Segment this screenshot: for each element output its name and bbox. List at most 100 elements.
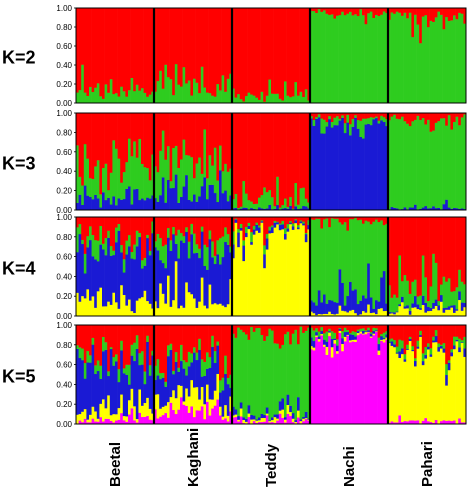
membership-bar (146, 300, 150, 317)
membership-bar (245, 207, 248, 211)
membership-bar (122, 325, 126, 369)
membership-bar (91, 234, 95, 257)
membership-bar (325, 218, 329, 304)
membership-bar (453, 113, 456, 122)
membership-bar (133, 244, 137, 260)
membership-bar (286, 217, 290, 225)
membership-bar (338, 8, 342, 16)
membership-bar (458, 325, 462, 339)
membership-bar (169, 306, 173, 317)
membership-bar (216, 201, 220, 211)
membership-bar (276, 8, 280, 94)
membership-bar (437, 300, 441, 306)
membership-bar (359, 300, 363, 315)
membership-bar (447, 217, 451, 279)
population-label: Pahari (419, 441, 436, 487)
membership-bar (338, 305, 342, 317)
membership-bar (177, 308, 181, 317)
membership-bar (208, 399, 212, 416)
membership-bar (424, 312, 428, 317)
membership-bar (359, 8, 363, 10)
membership-bar (442, 113, 446, 119)
membership-bar (146, 341, 150, 398)
membership-bar (317, 114, 321, 118)
membership-bar (206, 217, 209, 248)
membership-bar (442, 217, 446, 277)
membership-bar (203, 404, 207, 420)
membership-bar (408, 310, 412, 315)
membership-bar (354, 8, 358, 15)
membership-bar (453, 121, 456, 209)
membership-bar (367, 263, 371, 305)
membership-bar (260, 334, 264, 414)
membership-bar (419, 308, 423, 310)
membership-bar (429, 20, 433, 104)
membership-bar (221, 419, 225, 425)
membership-bar (312, 302, 316, 314)
membership-bar (458, 299, 462, 317)
membership-bar (286, 95, 290, 104)
membership-bar (226, 304, 230, 317)
membership-bar (382, 217, 386, 226)
membership-bar (94, 113, 98, 167)
membership-bar (185, 154, 189, 176)
membership-bar (107, 8, 111, 93)
membership-bar (107, 371, 111, 377)
membership-bar (76, 325, 79, 346)
membership-bar (226, 171, 230, 202)
membership-bar (271, 330, 274, 418)
membership-bar (255, 419, 259, 421)
membership-bar (315, 116, 319, 119)
membership-bar (424, 124, 428, 207)
membership-bar (206, 269, 209, 309)
membership-bar (401, 302, 404, 317)
y-tick-label: 0.80 (56, 233, 72, 242)
membership-bar (141, 163, 144, 199)
membership-bar (161, 113, 165, 131)
membership-bar (437, 351, 441, 424)
membership-bar (239, 227, 243, 231)
membership-bar (208, 230, 212, 240)
membership-bar (427, 113, 430, 120)
membership-bar (299, 326, 303, 420)
membership-bar (440, 344, 443, 347)
membership-bar (382, 270, 386, 312)
membership-bar (460, 113, 464, 118)
membership-bar (130, 251, 134, 259)
membership-bar (328, 115, 332, 120)
membership-bar (273, 325, 277, 344)
membership-bar (115, 205, 118, 211)
membership-bar (276, 204, 280, 211)
membership-bar (341, 331, 345, 339)
membership-bar (245, 217, 248, 227)
membership-bar (112, 196, 116, 211)
membership-bar (424, 8, 428, 16)
membership-bar (154, 113, 157, 167)
membership-bar (148, 365, 152, 376)
membership-bar (185, 375, 189, 389)
membership-bar (349, 135, 352, 211)
membership-bar (130, 113, 134, 157)
panel-label: K=4 (2, 259, 36, 279)
membership-bar (141, 416, 144, 425)
membership-bar (424, 217, 428, 278)
y-tick-label: 0.20 (56, 80, 72, 89)
membership-bar (341, 113, 345, 116)
membership-bar (346, 217, 350, 231)
membership-bar (289, 222, 293, 225)
membership-bar (278, 98, 282, 104)
membership-bar (99, 287, 103, 317)
membership-bar (102, 98, 105, 104)
membership-bar (211, 95, 215, 104)
membership-bar (429, 113, 433, 132)
membership-bar (312, 217, 316, 220)
membership-bar (169, 188, 173, 211)
membership-bar (78, 413, 82, 421)
membership-bar (377, 354, 381, 425)
membership-bar (211, 8, 215, 96)
membership-bar (91, 337, 95, 345)
membership-bar (260, 8, 264, 92)
membership-bar (125, 254, 129, 306)
membership-bar (421, 295, 425, 306)
membership-bar (455, 287, 459, 310)
